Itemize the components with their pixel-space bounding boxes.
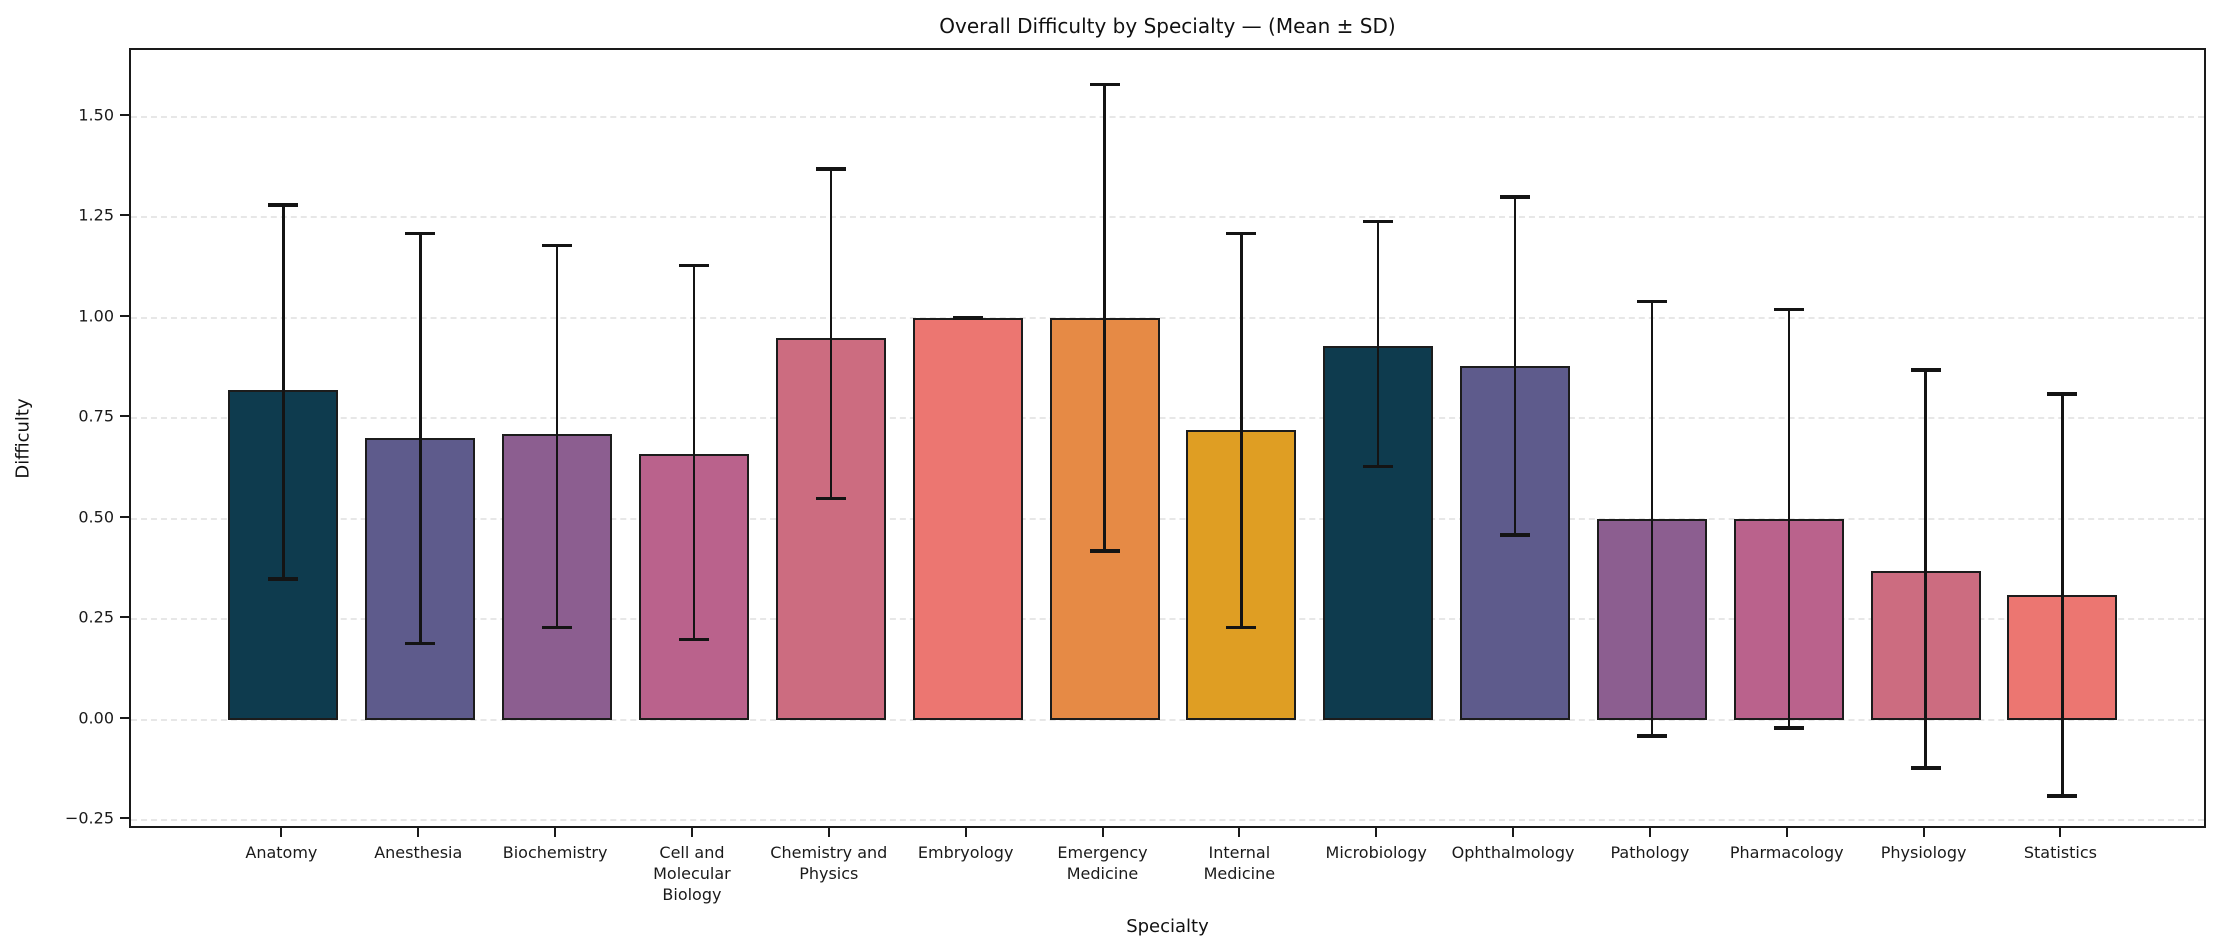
error-bar-cap xyxy=(1773,726,1804,730)
x-axis-tick xyxy=(1922,828,1925,837)
x-axis-tick xyxy=(417,828,420,837)
x-tick-label: Chemistry and Physics xyxy=(770,843,888,883)
x-tick-label: Physiology xyxy=(1880,843,1967,862)
error-bar xyxy=(555,245,559,628)
gridline xyxy=(131,417,2204,420)
error-bar-cap xyxy=(678,637,709,642)
x-tick-label: Anatomy xyxy=(245,843,318,862)
x-tick-label: Biochemistry xyxy=(502,843,608,862)
error-bar xyxy=(2061,394,2064,797)
error-bar xyxy=(1513,197,1517,535)
error-bar xyxy=(282,205,285,580)
y-tick-label: −0.25 xyxy=(64,808,114,828)
x-tick-label: Statistics xyxy=(2023,843,2098,862)
error-bar-cap xyxy=(405,231,436,236)
error-bar xyxy=(1376,221,1380,467)
y-axis-tick xyxy=(120,616,129,619)
x-tick-label: Embryology xyxy=(917,843,1014,862)
x-axis-tick xyxy=(1238,828,1241,837)
error-bar-cap xyxy=(1226,625,1257,630)
error-bar-cap xyxy=(1226,231,1257,236)
y-axis-tick xyxy=(120,817,129,820)
error-bar-cap xyxy=(1363,464,1394,469)
x-tick-label: Pharmacology xyxy=(1729,843,1844,862)
y-axis-tick xyxy=(120,214,129,217)
error-bar-cap xyxy=(1910,766,1941,770)
error-bar-cap xyxy=(268,203,299,207)
x-tick-label: Ophthalmology xyxy=(1451,843,1575,862)
x-axis-tick xyxy=(964,828,967,837)
y-axis-tick xyxy=(120,716,129,719)
x-axis-tick xyxy=(1101,828,1104,837)
x-tick-label: Emergency Medicine xyxy=(1057,843,1148,883)
error-bar-cap xyxy=(542,625,573,630)
y-tick-label: 0.25 xyxy=(78,607,114,627)
gridline xyxy=(131,216,2204,219)
y-tick-label: 0.75 xyxy=(78,406,114,426)
x-axis-tick xyxy=(554,828,557,837)
gridline xyxy=(131,819,2204,822)
x-tick-label: Anesthesia xyxy=(374,843,463,862)
x-axis-tick xyxy=(1785,828,1788,837)
error-bar-cap xyxy=(1636,734,1667,738)
error-bar-cap xyxy=(678,263,709,268)
y-axis-tick xyxy=(120,415,129,418)
error-bar-cap xyxy=(268,577,299,581)
error-bar xyxy=(1650,301,1654,736)
y-tick-label: 1.00 xyxy=(78,306,114,326)
error-bar-cap xyxy=(1500,195,1531,199)
x-axis-tick xyxy=(1648,828,1651,837)
error-bar-cap xyxy=(1089,549,1120,553)
error-bar xyxy=(829,169,833,499)
x-axis-tick xyxy=(280,828,283,837)
error-bar xyxy=(1103,84,1106,551)
error-bar xyxy=(419,233,422,644)
error-bar-cap xyxy=(815,167,846,171)
y-tick-label: 1.25 xyxy=(78,205,114,225)
error-bar-cap xyxy=(1636,299,1667,304)
y-axis-tick xyxy=(120,314,129,317)
y-tick-label: 0.50 xyxy=(78,507,114,527)
gridline xyxy=(131,115,2204,118)
gridline xyxy=(131,316,2204,319)
gridline xyxy=(131,517,2204,520)
y-tick-label: 1.50 xyxy=(78,105,114,125)
error-bar-cap xyxy=(1500,533,1531,537)
x-axis-tick xyxy=(1375,828,1378,837)
error-bar-cap xyxy=(1773,307,1804,312)
y-axis-tick xyxy=(120,113,129,116)
x-axis-tick xyxy=(827,828,830,837)
error-bar-cap xyxy=(405,641,436,646)
error-bar-cap xyxy=(2047,794,2078,798)
bar-embryology xyxy=(912,317,1023,720)
error-bar-cap xyxy=(1910,368,1941,372)
x-axis-tick xyxy=(2059,828,2062,837)
y-axis-tick xyxy=(120,515,129,518)
error-bar-cap xyxy=(815,496,846,501)
error-bar-cap xyxy=(1363,219,1394,224)
chart-title: Overall Difficulty by Specialty — (Mean … xyxy=(939,14,1396,38)
error-bar-cap xyxy=(1089,82,1120,87)
error-bar-cap xyxy=(2047,392,2078,396)
x-tick-label: Cell and Molecular Biology xyxy=(653,843,731,904)
y-tick-label: 0.00 xyxy=(78,708,114,728)
error-bar xyxy=(1787,309,1790,728)
plot-area xyxy=(129,48,2206,828)
error-bar xyxy=(1924,370,1927,769)
error-bar xyxy=(692,265,696,640)
error-bar xyxy=(1240,233,1243,628)
x-axis-label: Specialty xyxy=(1126,916,1209,937)
y-axis-label: Difficulty xyxy=(12,398,34,479)
error-bar-cap xyxy=(952,316,983,320)
x-axis-tick xyxy=(1512,828,1515,837)
gridline xyxy=(131,718,2204,721)
x-tick-label: Microbiology xyxy=(1325,843,1427,862)
x-tick-label: Pathology xyxy=(1610,843,1690,862)
x-tick-label: Internal Medicine xyxy=(1203,843,1276,883)
gridline xyxy=(131,618,2204,621)
x-axis-tick xyxy=(690,828,693,837)
error-bar-cap xyxy=(542,243,573,248)
